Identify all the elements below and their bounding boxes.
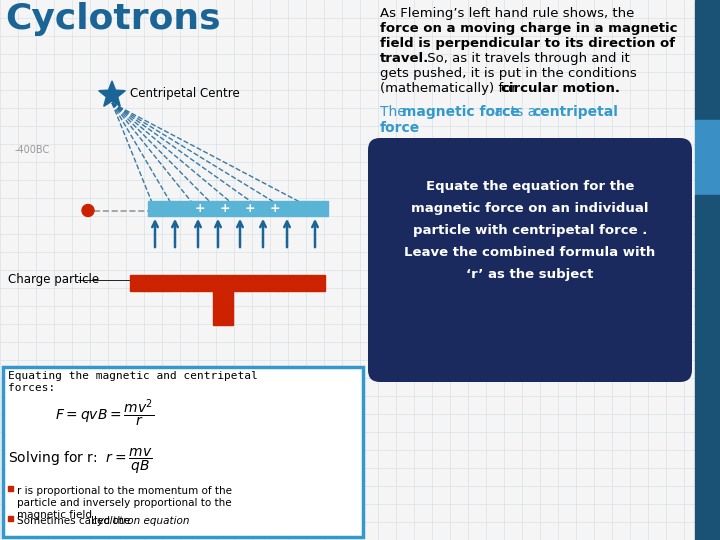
Text: +: + — [220, 202, 230, 215]
Text: As Fleming’s left hand rule shows, the: As Fleming’s left hand rule shows, the — [380, 7, 634, 20]
Text: cyclotron equation: cyclotron equation — [92, 516, 189, 526]
Text: ‘r’ as the subject: ‘r’ as the subject — [467, 268, 594, 281]
Text: r is proportional to the momentum of the: r is proportional to the momentum of the — [17, 486, 232, 496]
Bar — [213, 287, 233, 325]
Text: (mathematically) for: (mathematically) for — [380, 82, 521, 95]
Text: +: + — [194, 202, 205, 215]
FancyBboxPatch shape — [368, 138, 692, 382]
Bar — [695, 195, 720, 540]
Text: magnetic force on an individual: magnetic force on an individual — [411, 202, 649, 215]
Text: +: + — [270, 202, 280, 215]
Text: force on a moving charge in a magnetic: force on a moving charge in a magnetic — [380, 22, 678, 35]
Text: circular motion.: circular motion. — [501, 82, 620, 95]
Text: So, as it travels through and it: So, as it travels through and it — [423, 52, 630, 65]
Text: magnetic field: magnetic field — [17, 510, 92, 520]
Text: Equate the equation for the: Equate the equation for the — [426, 180, 634, 193]
Text: Charge particle: Charge particle — [8, 273, 99, 287]
Bar — [148, 201, 328, 216]
Text: Solving for r:  $r = \dfrac{mv}{qB}$: Solving for r: $r = \dfrac{mv}{qB}$ — [8, 447, 153, 476]
Bar — [130, 275, 325, 291]
Text: +: + — [245, 202, 256, 215]
Text: particle with centripetal force .: particle with centripetal force . — [413, 224, 647, 237]
Text: -400BC: -400BC — [15, 145, 50, 155]
Text: force: force — [380, 121, 420, 135]
Text: Centripetal Centre: Centripetal Centre — [130, 86, 240, 99]
Bar — [695, 120, 720, 195]
Bar — [8, 516, 13, 521]
Text: forces:: forces: — [8, 383, 55, 393]
FancyBboxPatch shape — [3, 367, 363, 537]
Text: travel.: travel. — [380, 52, 429, 65]
Circle shape — [82, 205, 94, 217]
Text: Leave the combined formula with: Leave the combined formula with — [405, 246, 656, 259]
Text: Cyclotrons: Cyclotrons — [5, 2, 220, 36]
Polygon shape — [99, 81, 125, 106]
Text: The: The — [380, 105, 410, 119]
Text: field is perpendicular to its direction of: field is perpendicular to its direction … — [380, 37, 675, 50]
Text: $F = qvB = \dfrac{mv^2}{r}$: $F = qvB = \dfrac{mv^2}{r}$ — [55, 397, 155, 429]
Text: magnetic force: magnetic force — [402, 105, 520, 119]
Text: centripetal: centripetal — [532, 105, 618, 119]
Text: particle and inversely proportional to the: particle and inversely proportional to t… — [17, 498, 232, 508]
Text: Sometimes called the: Sometimes called the — [17, 516, 134, 526]
Text: Equating the magnetic and centripetal: Equating the magnetic and centripetal — [8, 371, 258, 381]
Bar — [8, 486, 13, 491]
Text: acts a: acts a — [490, 105, 541, 119]
Text: gets pushed, it is put in the conditions: gets pushed, it is put in the conditions — [380, 67, 636, 80]
Bar — [695, 0, 720, 120]
